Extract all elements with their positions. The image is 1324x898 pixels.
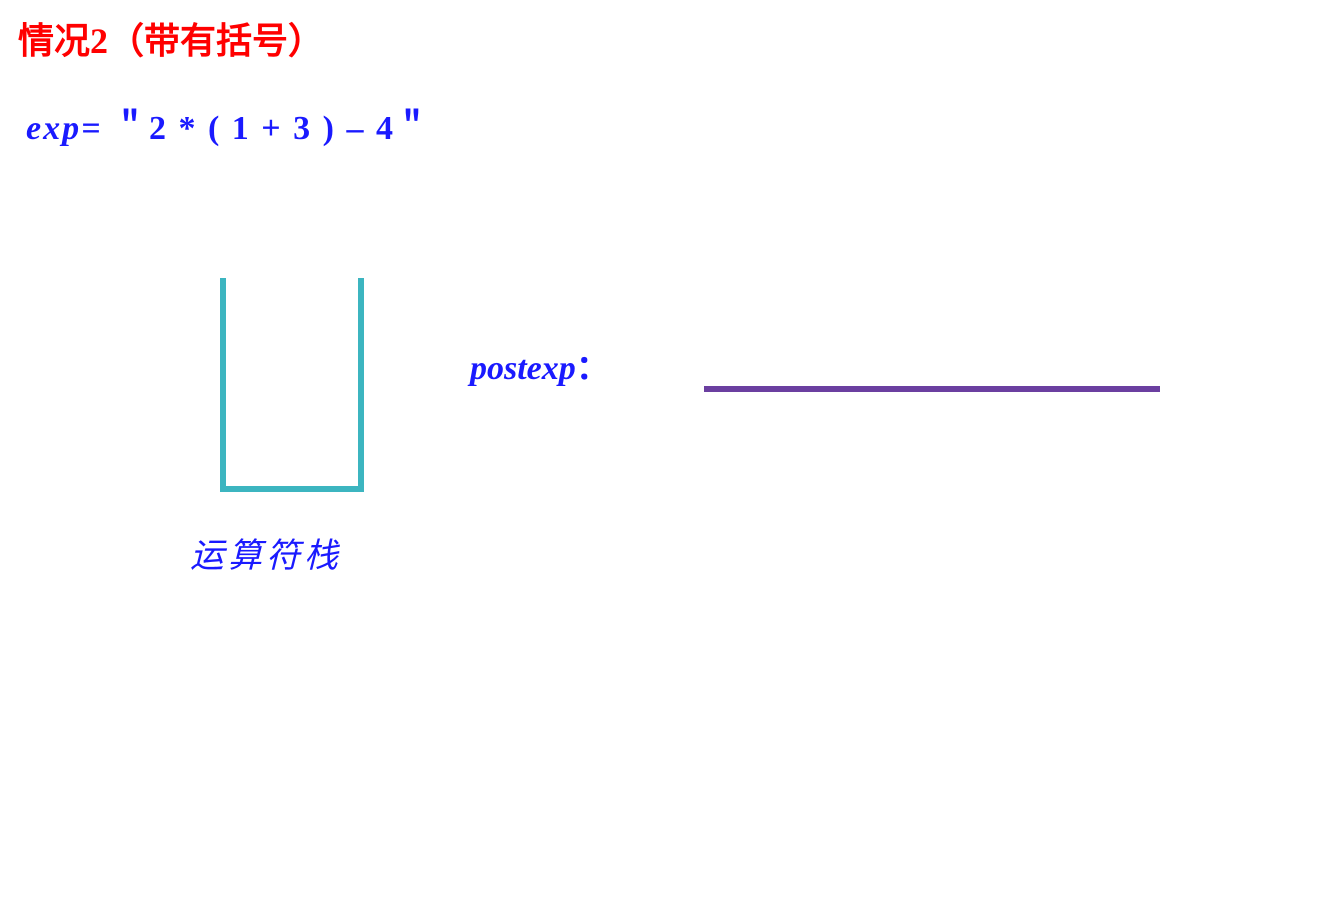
operator-stack bbox=[220, 278, 364, 492]
stack-bottom-border bbox=[220, 486, 364, 492]
expression-tokens: ＂2 * ( 1 + 3 ) – 4＂ bbox=[113, 110, 431, 147]
postexp-label: postexp： bbox=[470, 340, 610, 389]
expression-line: exp= ＂2 * ( 1 + 3 ) – 4＂ bbox=[26, 100, 431, 149]
postexp-text: postexp bbox=[470, 350, 576, 387]
postexp-colon: ： bbox=[576, 350, 610, 387]
case-title: 情况2（带有括号） bbox=[18, 12, 324, 64]
stack-label: 运算符栈 bbox=[190, 528, 342, 577]
postexp-underline bbox=[704, 386, 1160, 392]
stack-left-border bbox=[220, 278, 226, 492]
expression-label: exp= bbox=[26, 110, 102, 147]
stack-right-border bbox=[358, 278, 364, 492]
